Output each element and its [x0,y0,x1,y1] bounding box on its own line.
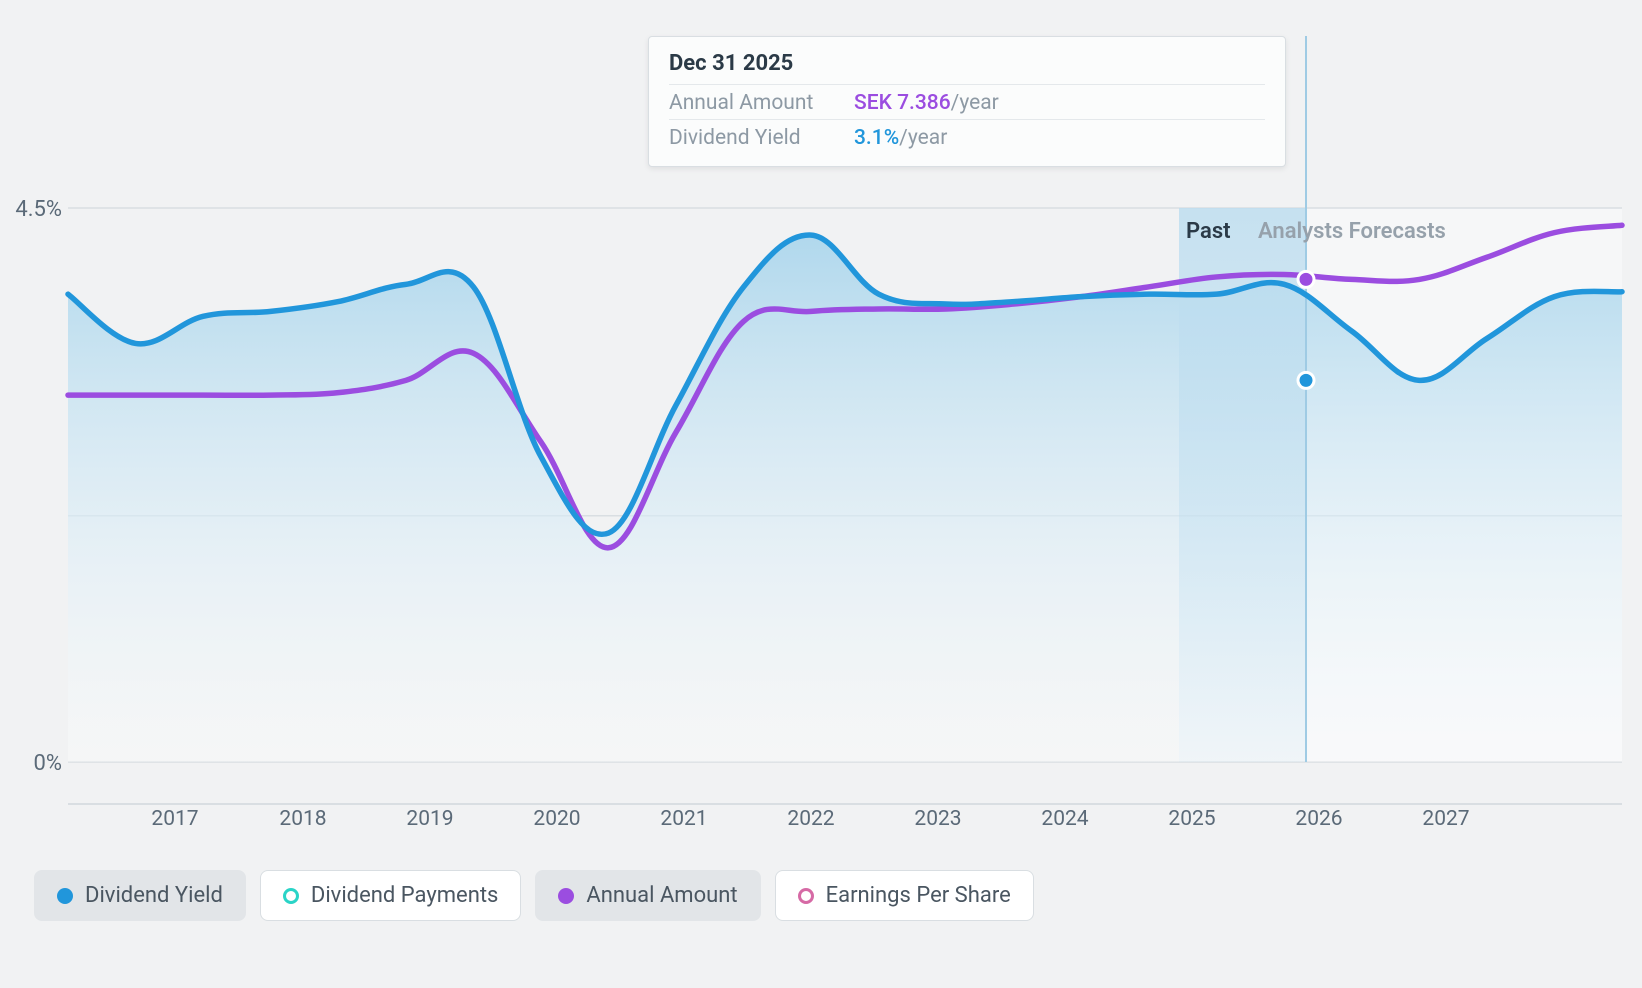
annual-amount-marker [1298,271,1314,287]
tooltip-date: Dec 31 2025 [669,51,1265,76]
x-axis-label: 2025 [1168,807,1215,831]
x-axis-label: 2023 [914,807,961,831]
x-axis-label: 2026 [1295,807,1342,831]
legend-label: Dividend Payments [311,883,499,908]
x-axis-label: 2027 [1422,807,1469,831]
tooltip-value: SEK 7.386/year [854,91,999,115]
chart-legend: Dividend Yield Dividend Payments Annual Am… [34,870,1034,921]
legend-item-dividend-payments[interactable]: Dividend Payments [260,870,522,921]
tooltip-value: 3.1%/year [854,126,947,150]
x-axis-label: 2024 [1041,807,1088,831]
x-axis-label: 2018 [279,807,326,831]
y-axis-label: 4.5% [15,197,62,222]
dividend-yield-marker [1298,372,1314,388]
legend-label: Dividend Yield [85,883,223,908]
legend-item-dividend-yield[interactable]: Dividend Yield [34,870,246,921]
legend-swatch [558,888,574,904]
tooltip-row: Annual Amount SEK 7.386/year [669,84,1265,119]
legend-label: Annual Amount [586,883,737,908]
dividend-chart: 0% 4.5% 2017 2018 2019 2020 2021 2022 2023 2024 20… [0,0,1642,988]
x-axis-label: 2021 [660,807,707,831]
tooltip-row: Dividend Yield 3.1%/year [669,119,1265,154]
legend-swatch [283,888,299,904]
legend-swatch [798,888,814,904]
x-axis-label: 2017 [151,807,198,831]
legend-item-earnings-per-share[interactable]: Earnings Per Share [775,870,1034,921]
tooltip-key: Dividend Yield [669,126,824,150]
tooltip-key: Annual Amount [669,91,824,115]
past-label: Past [1186,219,1231,244]
legend-label: Earnings Per Share [826,883,1011,908]
x-axis-label: 2019 [406,807,453,831]
x-axis-label: 2022 [787,807,834,831]
legend-swatch [57,888,73,904]
chart-tooltip: Dec 31 2025 Annual Amount SEK 7.386/year D… [648,36,1286,167]
x-axis-label: 2020 [533,807,580,831]
forecast-label: Analysts Forecasts [1258,219,1446,244]
y-axis-label: 0% [34,751,62,776]
legend-item-annual-amount[interactable]: Annual Amount [535,870,760,921]
